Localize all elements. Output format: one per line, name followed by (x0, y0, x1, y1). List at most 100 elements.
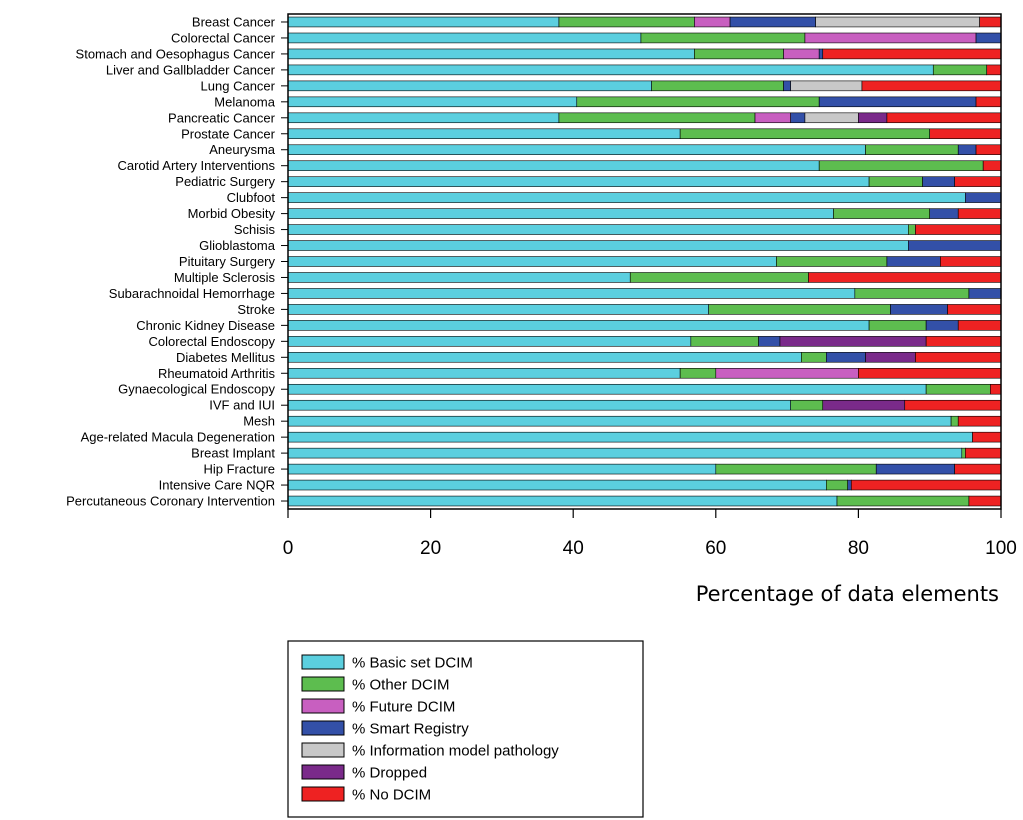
bar-segment (925, 320, 959, 331)
bar-segment (961, 447, 966, 459)
legend-entry: % Other DCIM (352, 677, 450, 694)
x-tick-label: 20 (420, 538, 441, 559)
x-tick-label: 40 (563, 538, 584, 559)
category-label: Percutaneous Coronary Intervention (66, 494, 275, 509)
bar-segment (715, 463, 877, 475)
plot-frame (287, 13, 1002, 510)
category-label: Pituitary Surgery (179, 254, 276, 269)
bar-segment (287, 399, 791, 411)
bar-segment (875, 463, 955, 475)
bar-segment (287, 495, 838, 507)
bar-segment (972, 431, 1002, 443)
bar-segment (708, 304, 891, 315)
bar-segment (790, 399, 824, 411)
bar-segment (287, 80, 652, 92)
bar-segment (287, 208, 834, 219)
bar-segment (954, 463, 1002, 475)
category-label: Gynaecological Endoscopy (118, 382, 275, 397)
bar-segment (783, 48, 820, 60)
bar-segment (965, 447, 1002, 459)
bar-segment (868, 176, 923, 187)
bar-segment (287, 431, 973, 443)
bar-segment (651, 80, 784, 92)
bar-segment (287, 160, 820, 171)
x-axis-label: Percentage of data elements (696, 582, 999, 606)
bar-segment (929, 128, 1002, 140)
bar-segment (822, 399, 906, 411)
bar-segment (886, 112, 1002, 124)
bar-segment (908, 240, 1002, 251)
bar-segment (965, 192, 1002, 203)
legend-swatch (301, 720, 345, 736)
bar-segment (801, 352, 827, 363)
bar-segment (287, 128, 681, 140)
bar-segment (968, 495, 1002, 507)
bar-segment (940, 256, 1002, 267)
bar-segment (858, 112, 888, 124)
bar-segment (729, 16, 816, 28)
bar-segment (847, 479, 852, 491)
category-label: Pediatric Surgery (175, 174, 275, 189)
bar-segment (694, 48, 784, 60)
bar-segment (957, 144, 977, 155)
bar-segment (790, 112, 806, 124)
bar-segment (287, 176, 870, 187)
category-label: Liver and Gallbladder Cancer (106, 62, 276, 77)
bar-segment (915, 352, 1002, 363)
bar-segment (975, 32, 1002, 44)
bar-segment (865, 144, 959, 155)
bar-segment (815, 16, 980, 28)
bar-segment (868, 320, 927, 331)
bar-segment (968, 288, 1002, 299)
bar-segment (694, 16, 731, 28)
bar-segment (957, 415, 1002, 427)
bar-segment (818, 160, 984, 171)
bar-segment (287, 304, 709, 315)
category-label: Morbid Obesity (188, 206, 276, 221)
legend-swatch (301, 676, 345, 692)
bar-segment (287, 447, 963, 459)
category-label: Colorectal Cancer (171, 30, 276, 45)
bar-segment (287, 64, 934, 76)
bar-segment (858, 368, 1002, 379)
bar-segment (287, 352, 802, 363)
legend-swatch (301, 654, 345, 670)
legend-swatch (301, 764, 345, 780)
x-tick-label: 100 (985, 538, 1017, 559)
bar-segment (287, 272, 631, 283)
bar-segment (957, 208, 1002, 219)
bar-segment (865, 352, 916, 363)
bar-segment (558, 16, 695, 28)
bar-segment (779, 336, 927, 347)
bar-segment (640, 32, 806, 44)
bar-segment (982, 160, 1002, 171)
bar-segment (854, 288, 970, 299)
bar-segment (950, 415, 959, 427)
bar-segment (690, 336, 759, 347)
legend-swatch (301, 698, 345, 714)
category-label: Carotid Artery Interventions (117, 158, 275, 173)
legend-entry: % No DCIM (352, 787, 431, 804)
bar-segment (287, 288, 856, 299)
bar-segment (679, 368, 717, 379)
bar-segment (776, 256, 888, 267)
bar-segment (808, 272, 1002, 283)
category-label: Intensive Care NQR (159, 478, 275, 493)
legend-entry: % Basic set DCIM (352, 655, 473, 672)
bar-segment (287, 192, 966, 203)
category-label: Chronic Kidney Disease (136, 318, 275, 333)
bar-segment (947, 304, 1002, 315)
bar-segment (957, 320, 1002, 331)
bar-segment (850, 479, 1002, 491)
bar-segment (287, 112, 560, 124)
bar-segment (932, 64, 988, 76)
bar-segment (804, 112, 859, 124)
bar-segment (886, 256, 941, 267)
bar-segment (754, 112, 791, 124)
x-tick-label: 60 (705, 538, 726, 559)
bar-segment (629, 272, 809, 283)
bar-segment (287, 383, 927, 395)
bar-segment (287, 224, 909, 235)
